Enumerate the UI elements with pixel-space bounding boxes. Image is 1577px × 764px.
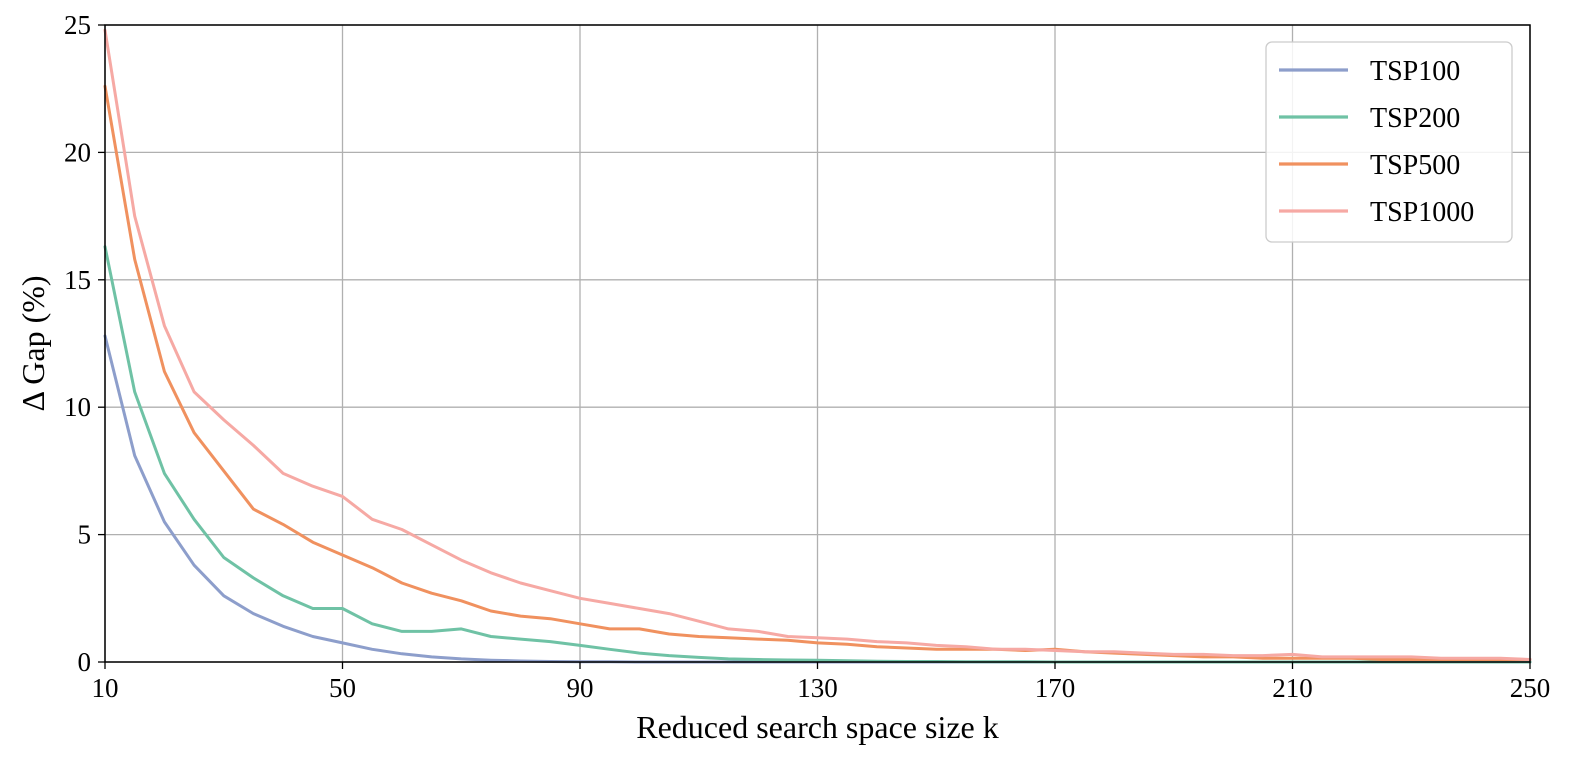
series-line-tsp1000 (103, 28, 1532, 661)
legend: TSP100 TSP200 TSP500 TSP1000 (1265, 41, 1513, 243)
x-tick-label: 170 (1035, 673, 1076, 703)
y-tick-label: 20 (64, 137, 91, 167)
x-tick-label: 90 (567, 673, 594, 703)
legend-label: TSP100 (1370, 56, 1460, 87)
legend-label: TSP200 (1370, 103, 1460, 134)
x-tick-label: 250 (1510, 673, 1551, 703)
y-tick-label: 0 (78, 647, 92, 677)
x-tick-label: 210 (1272, 673, 1313, 703)
legend-label: TSP500 (1370, 150, 1460, 181)
ticks: 10 50 90 130 170 210 250 0 5 10 15 20 25 (64, 10, 1550, 703)
series-line-tsp500 (103, 84, 1532, 661)
x-tick-label: 50 (329, 673, 356, 703)
y-tick-label: 15 (64, 265, 91, 295)
x-tick-label: 10 (92, 673, 119, 703)
y-tick-label: 5 (78, 520, 92, 550)
legend-label: TSP1000 (1370, 197, 1474, 228)
x-tick-label: 130 (797, 673, 838, 703)
y-tick-label: 10 (64, 392, 91, 422)
y-tick-label: 25 (64, 10, 91, 40)
x-axis-title: Reduced search space size k (636, 709, 998, 745)
legend-box (1265, 41, 1513, 243)
y-axis-title: Δ Gap (%) (15, 275, 51, 411)
